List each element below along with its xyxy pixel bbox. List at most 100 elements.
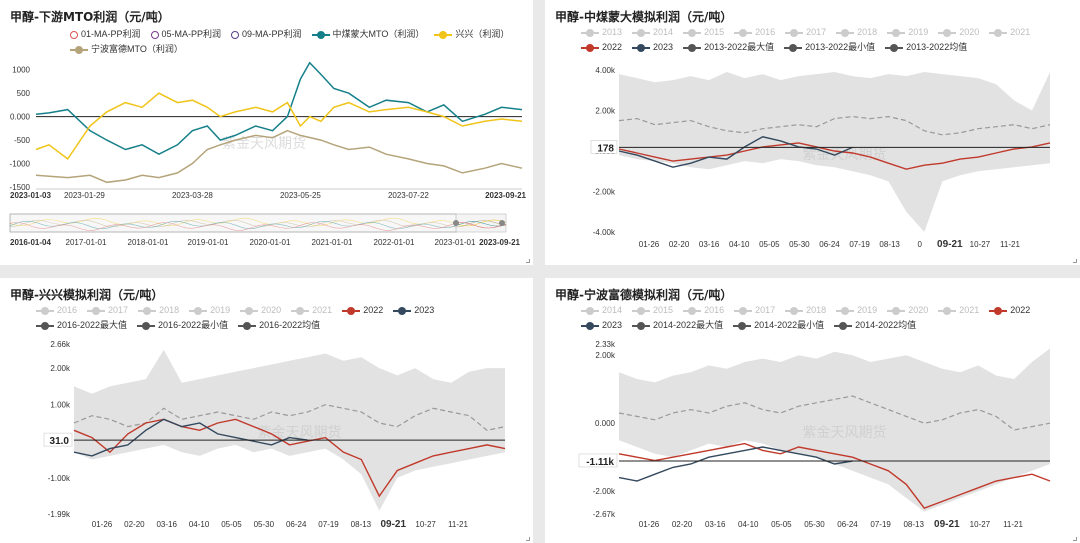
legend-item[interactable]: 2020 [938,25,979,40]
legend-item[interactable]: 2019 [189,303,230,318]
legend-item[interactable]: 2018 [836,25,877,40]
x-tick-label: 04-10 [189,520,210,529]
legend-item[interactable]: 2023 [393,303,434,318]
legend-item[interactable]: 2020 [887,303,928,318]
legend-label: 2021 [1010,27,1031,37]
legend-item[interactable]: 2013-2022最大值 [683,40,774,55]
legend-label: 2021 [959,305,980,315]
legend-item[interactable]: 2022 [342,303,383,318]
legend-item[interactable]: 2019 [836,303,877,318]
navigator-tick-label: 2019-01-01 [188,238,229,247]
legend-item[interactable]: 2018 [138,303,179,318]
legend-item[interactable]: 2014 [581,303,622,318]
legend-item[interactable]: 2016 [36,303,77,318]
x-tick-label: 05-05 [759,240,780,249]
legend-item[interactable]: 2021 [938,303,979,318]
legend-item[interactable]: 2014-2022最小值 [733,318,824,333]
legend-label: 2014-2022最小值 [754,320,825,330]
legend-item[interactable]: 兴兴（利润） [434,27,509,42]
legend-item[interactable]: 2013 [581,25,622,40]
legend-item[interactable]: 2017 [87,303,128,318]
legend-swatch-icon [784,43,803,52]
navigator-tick-label: 2017-01-01 [66,238,107,247]
x-tick-label: 10-27 [970,520,991,529]
legend-label: 01-MA-PP利润 [81,29,141,39]
legend-item[interactable]: 2015 [683,25,724,40]
legend-item[interactable]: 2016-2022最小值 [137,318,228,333]
legend-swatch-icon [238,321,257,330]
legend-label: 2015 [704,27,725,37]
legend-swatch-icon [581,321,599,330]
resize-handle[interactable] [1073,537,1077,541]
legend-item[interactable]: 2016-2022最大值 [36,318,127,333]
legend-label: 2016-2022最小值 [158,320,229,330]
legend-item[interactable]: 05-MA-PP利润 [150,27,221,42]
legend-swatch-icon [189,306,208,315]
x-tick-label: 02-20 [124,520,145,529]
legend-item[interactable]: 2014 [632,25,673,40]
legend-label: 2013-2022最大值 [704,42,775,52]
legend-swatch-icon [36,321,54,330]
legend-label: 2013-2022最小值 [805,42,876,52]
y-tick-label: 0.000 [595,419,616,428]
legend-item[interactable]: 2015 [632,303,673,318]
legend: 2016 2017 2018 2019 2020 2021 2022 2023 2016-202… [36,303,526,333]
legend-swatch-icon [887,28,906,37]
series-line [35,61,523,156]
x-tick-label: 03-16 [156,520,177,529]
x-tick-label: 05-30 [804,520,825,529]
navigator-tick-label: 2016-01-04 [10,238,51,247]
legend-item[interactable]: 2016 [734,25,775,40]
navigator-tick-label: 2022-01-01 [374,238,415,247]
legend-item[interactable]: 2019 [887,25,928,40]
legend-item[interactable]: 2023 [581,318,622,333]
legend-item[interactable]: 2014-2022最大值 [632,318,723,333]
legend-swatch-icon [683,28,702,37]
legend-swatch-icon [836,28,855,37]
legend-item[interactable]: 2016-2022均值 [238,318,320,333]
chart-ningbo-fude: 紫金天风期货 2.33k 2.00k 0.000 -2.00k -2.67k -1.11k 0… [578,340,1051,530]
legend-item[interactable]: 宁波富德MTO（利润） [70,42,183,57]
resize-handle[interactable] [526,259,530,263]
legend-swatch-icon [632,28,651,37]
resize-handle[interactable] [1073,259,1077,263]
legend-item[interactable]: 2017 [734,303,775,318]
current-value-label: -1.11k [586,457,614,468]
legend: 2013 2014 2015 2016 2017 2018 2019 2020 2021 2022… [581,25,1071,55]
series-line [618,442,1051,510]
x-tick-label: 2023-07-22 [388,191,429,200]
legend-swatch-icon [231,30,240,39]
panel-ningbo-fude: 甲醇-宁波富德模拟利润（元/吨） 2014 2015 2016 2017 2018 201… [545,278,1080,543]
legend-item[interactable]: 2013-2022均值 [885,40,967,55]
legend-label: 2017 [108,305,129,315]
legend-item[interactable]: 2017 [785,25,826,40]
legend-item[interactable]: 01-MA-PP利润 [70,27,141,42]
legend-label: 2013-2022均值 [906,42,968,52]
legend-item[interactable]: 2013-2022最小值 [784,40,875,55]
legend-swatch-icon [70,30,78,39]
x-tick-label: 11-21 [1000,240,1020,249]
legend-item[interactable]: 09-MA-PP利润 [231,27,302,42]
legend-item[interactable]: 2018 [785,303,826,318]
legend-label: 2016 [755,27,776,37]
legend-item[interactable]: 2023 [632,40,673,55]
y-tick-label: 500 [17,89,31,98]
legend-item[interactable]: 2020 [240,303,281,318]
legend-item[interactable]: 中煤蒙大MTO（利润） [311,27,424,42]
legend-swatch-icon [632,43,651,52]
series-line [618,136,853,168]
chart-title: 甲醇-兴兴模拟利润（元/吨） [10,288,164,302]
legend-item[interactable]: 2022 [581,40,622,55]
x-tick-label: 0 [918,240,923,249]
legend-label: 2017 [755,305,776,315]
legend-item[interactable]: 2014-2022均值 [834,318,916,333]
legend-swatch-icon [785,28,804,37]
legend-item[interactable]: 2016 [683,303,724,318]
chart-mto-profit: 紫金天风期货10005000.000-500-1000-15002023-01-… [10,61,527,247]
panel-mto-profit: 甲醇-下游MTO利润（元/吨） 01-MA-PP利润 05-MA-PP利润 09-M… [0,0,533,265]
legend-item[interactable]: 2021 [291,303,332,318]
chart-title: 甲醇-宁波富德模拟利润（元/吨） [555,288,733,302]
resize-handle[interactable] [526,537,530,541]
legend-item[interactable]: 2021 [989,25,1030,40]
legend-item[interactable]: 2022 [989,303,1030,318]
